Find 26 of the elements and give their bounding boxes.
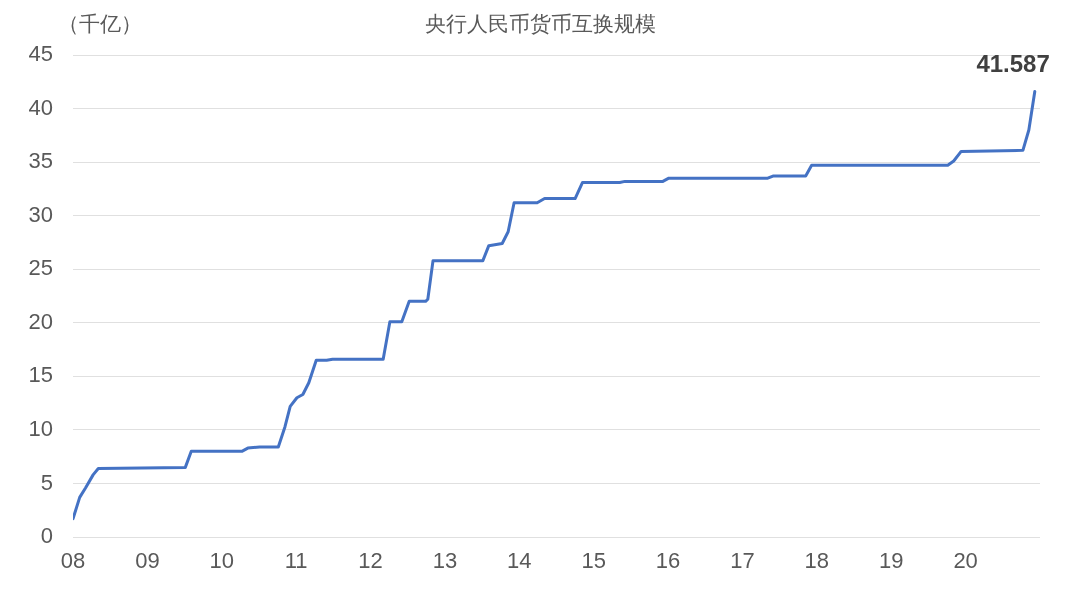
x-tick-label: 09 bbox=[135, 548, 160, 574]
y-tick-label: 25 bbox=[28, 255, 53, 281]
y-axis-title: （千亿） bbox=[58, 11, 142, 38]
data-label: 41.587 bbox=[976, 50, 1050, 78]
y-tick-label: 30 bbox=[28, 201, 53, 227]
x-tick-label: 15 bbox=[581, 548, 606, 574]
y-tick-label: 20 bbox=[28, 308, 53, 334]
x-tick-label: 14 bbox=[507, 548, 532, 574]
x-tick-label: 13 bbox=[432, 548, 458, 574]
x-tick-label: 18 bbox=[804, 548, 830, 574]
x-tick-label: 16 bbox=[655, 548, 681, 574]
x-tick-label: 10 bbox=[209, 548, 235, 574]
y-tick-label: 10 bbox=[28, 415, 53, 441]
x-tick-label: 19 bbox=[878, 548, 904, 574]
y-tick-label: 15 bbox=[28, 362, 53, 388]
x-tick-label: 12 bbox=[358, 548, 383, 574]
y-tick-label: 35 bbox=[28, 148, 53, 174]
x-tick-label: 17 bbox=[730, 548, 755, 574]
y-tick-label: 5 bbox=[40, 469, 53, 495]
x-tick-label: 20 bbox=[953, 548, 978, 574]
x-tick-label: 08 bbox=[60, 548, 86, 574]
x-tick-label: 11 bbox=[284, 548, 308, 574]
chart-title: 央行人民币货币互换规模 bbox=[424, 12, 656, 36]
y-tick-label: 40 bbox=[28, 94, 53, 120]
y-tick-label: 0 bbox=[40, 523, 53, 549]
y-tick-label: 45 bbox=[28, 41, 53, 67]
